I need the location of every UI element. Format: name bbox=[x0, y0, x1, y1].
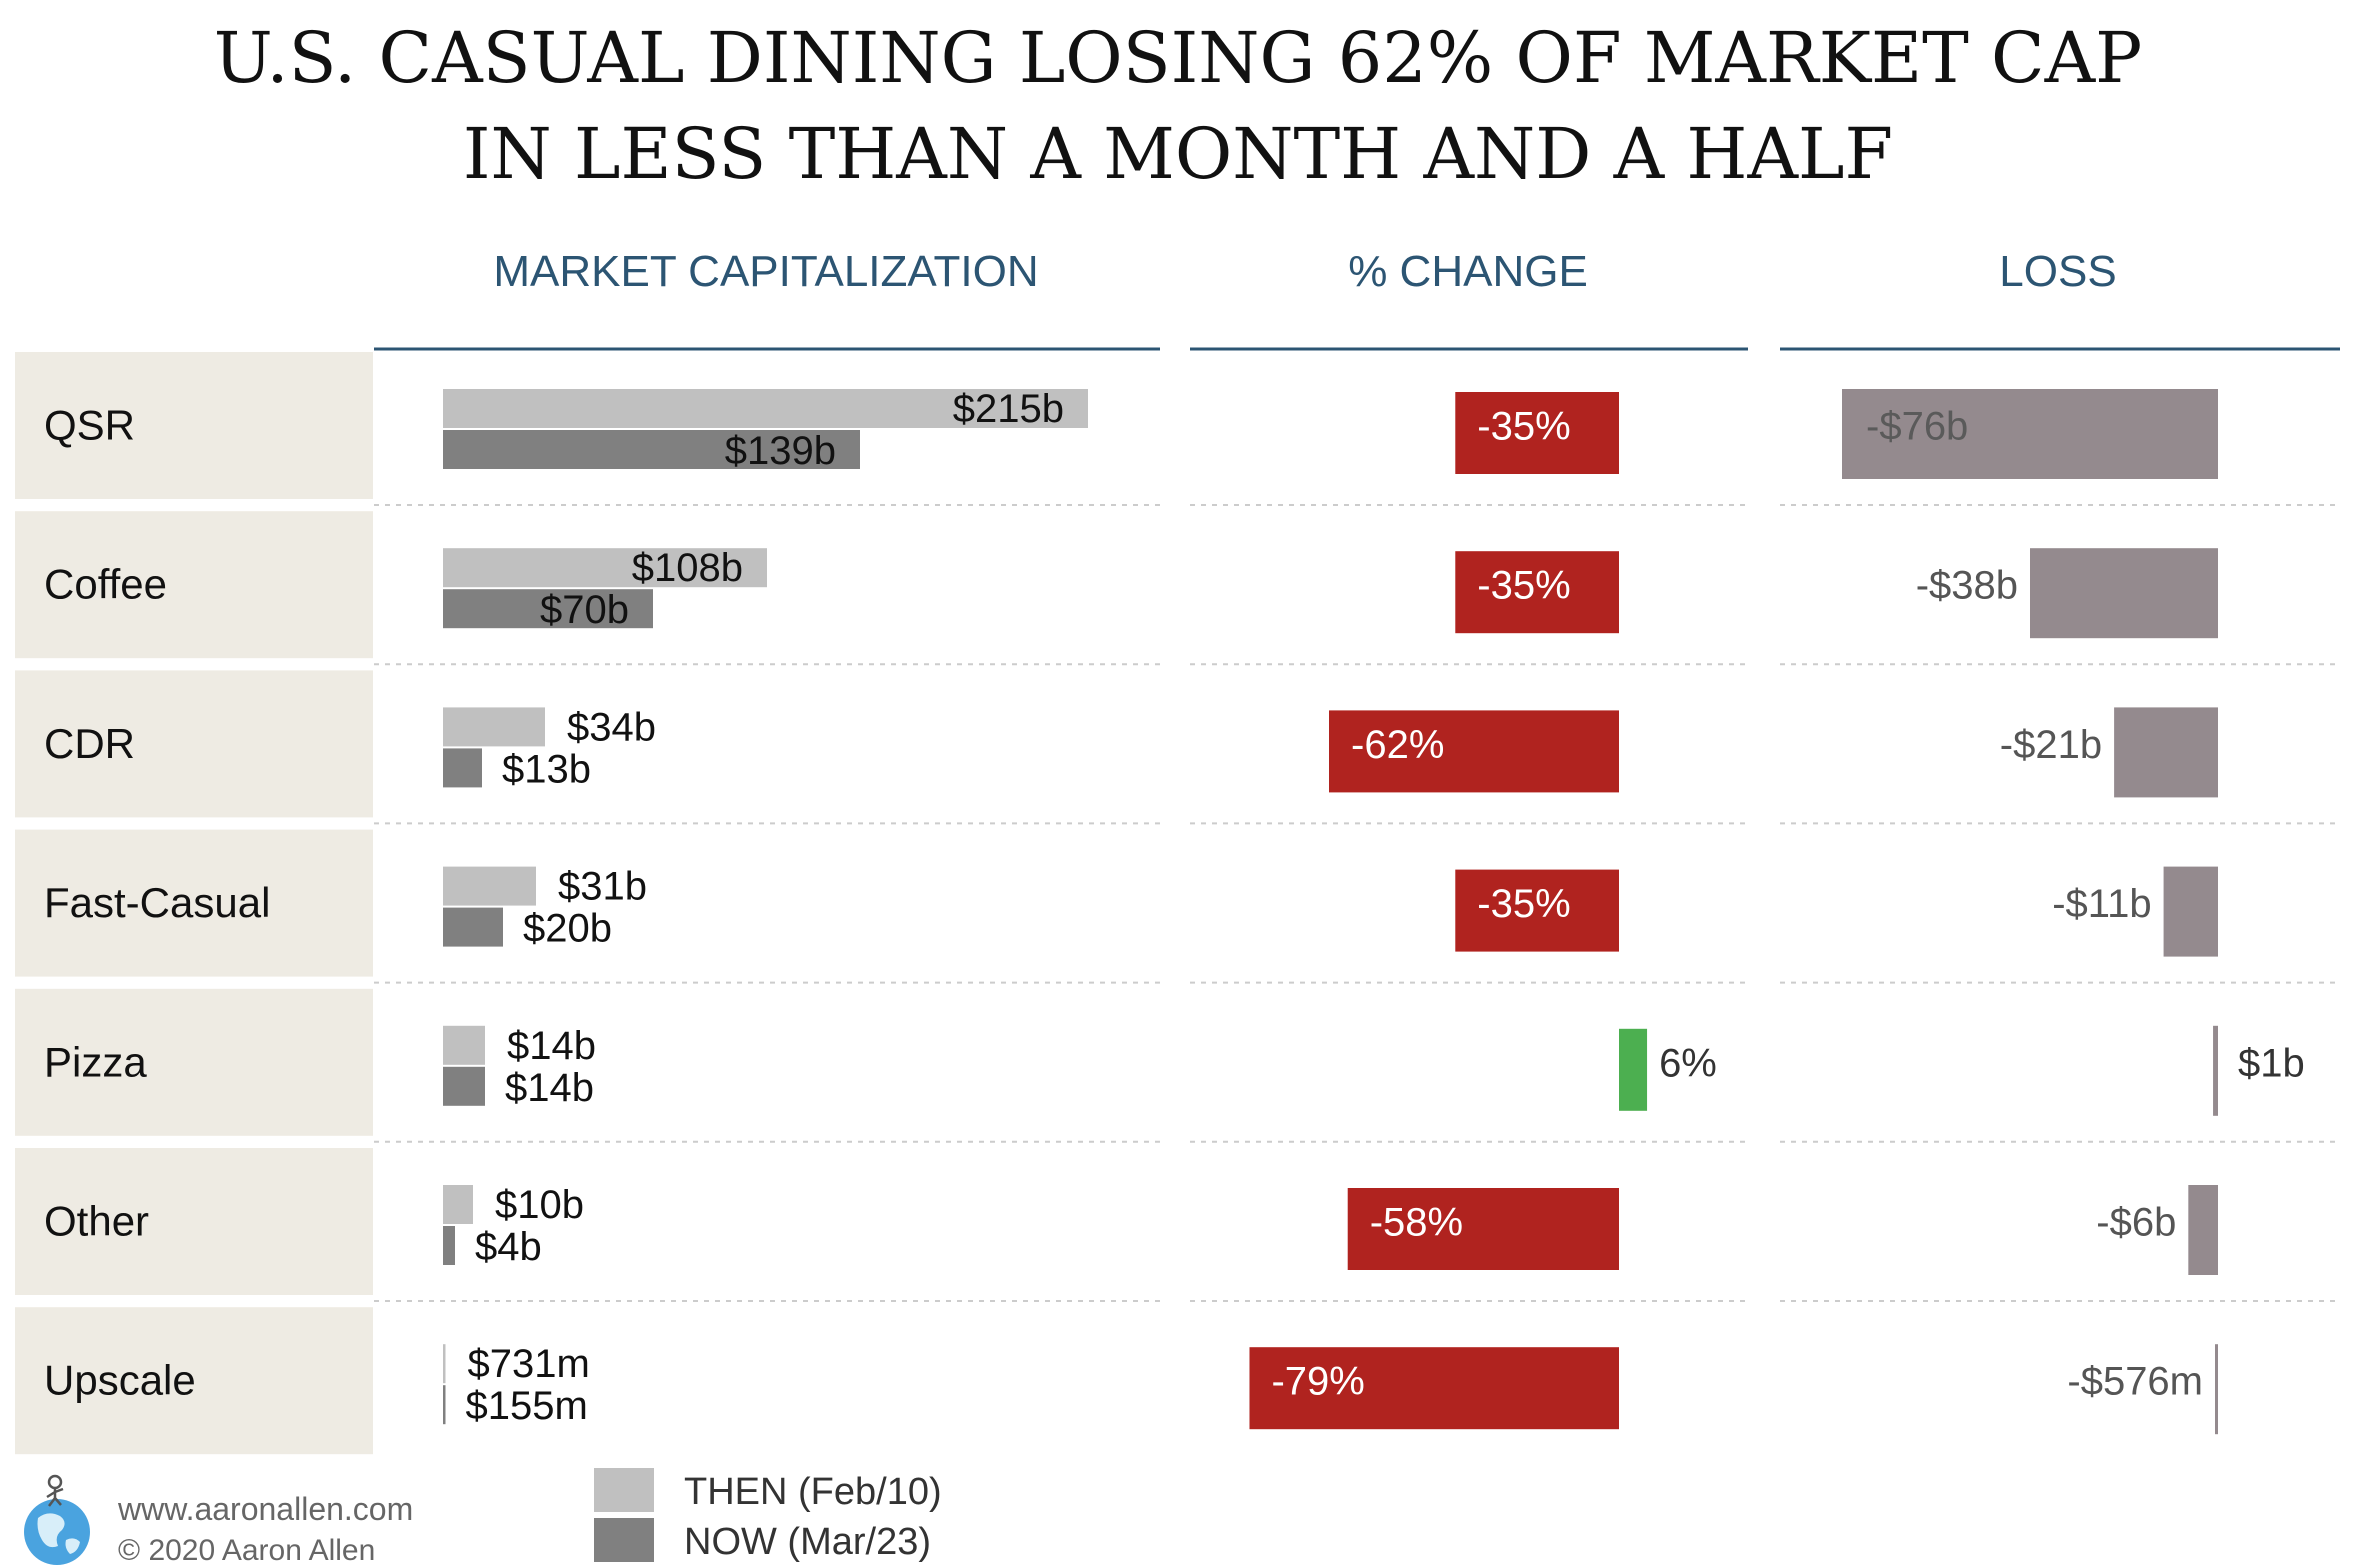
loss-bar-upscale bbox=[2215, 1344, 2218, 1435]
category-band-upscale bbox=[15, 1307, 373, 1455]
loss-label-other: -$6b bbox=[2096, 1201, 2176, 1245]
label-now-cdr: $13b bbox=[502, 747, 591, 791]
label-now-upscale: $155m bbox=[466, 1384, 588, 1428]
label-then-coffee: $108b bbox=[632, 546, 743, 590]
loss-bar-pizza bbox=[2213, 1025, 2218, 1116]
bar-then-pizza bbox=[443, 1025, 485, 1065]
category-label-pizza: Pizza bbox=[44, 1038, 147, 1085]
pct-bar-upscale bbox=[1249, 1347, 1619, 1430]
legend-swatch-then bbox=[594, 1468, 654, 1512]
pct-label-fast-casual: -35% bbox=[1477, 882, 1570, 926]
bar-then-cdr bbox=[443, 707, 545, 747]
globe-logo-icon bbox=[24, 1474, 90, 1565]
pct-label-other: -58% bbox=[1370, 1201, 1463, 1245]
loss-bar-fast-casual bbox=[2163, 866, 2218, 957]
label-then-upscale: $731m bbox=[468, 1342, 590, 1386]
bar-then-fast-casual bbox=[443, 866, 536, 906]
loss-label-coffee: -$38b bbox=[1916, 564, 2018, 608]
bar-now-fast-casual bbox=[443, 907, 503, 947]
category-label-qsr: QSR bbox=[44, 402, 135, 449]
category-band-pizza bbox=[15, 988, 373, 1136]
loss-label-pizza: $1b bbox=[2238, 1041, 2305, 1085]
header-market-cap: MARKET CAPITALIZATION bbox=[493, 247, 1038, 296]
bar-then-coffee bbox=[443, 548, 767, 588]
bar-now-upscale bbox=[443, 1385, 446, 1425]
pct-bar-fast-casual bbox=[1455, 869, 1619, 952]
header-pct-change: % CHANGE bbox=[1348, 247, 1588, 296]
category-band-cdr bbox=[15, 670, 373, 818]
pct-label-pizza: 6% bbox=[1659, 1041, 1717, 1085]
chart-title-line-1: U.S. CASUAL DINING LOSING 62% OF MARKET … bbox=[214, 17, 2143, 99]
bar-now-other bbox=[443, 1226, 455, 1265]
pct-bar-pizza bbox=[1619, 1028, 1648, 1111]
bar-now-pizza bbox=[443, 1066, 485, 1106]
bar-then-upscale bbox=[443, 1344, 446, 1384]
bar-then-qsr bbox=[443, 389, 1088, 428]
legend-label-now: NOW (Mar/23) bbox=[684, 1521, 931, 1563]
label-then-cdr: $34b bbox=[567, 705, 656, 749]
category-label-upscale: Upscale bbox=[44, 1357, 196, 1404]
footer-website: www.aaronallen.com bbox=[117, 1491, 413, 1527]
pct-bar-cdr bbox=[1329, 710, 1619, 793]
legend-swatch-now bbox=[594, 1518, 654, 1562]
label-then-fast-casual: $31b bbox=[558, 865, 647, 909]
category-label-other: Other bbox=[44, 1198, 149, 1245]
pct-label-cdr: -62% bbox=[1351, 723, 1444, 767]
category-label-coffee: Coffee bbox=[44, 561, 167, 608]
loss-label-cdr: -$21b bbox=[2000, 723, 2102, 767]
bar-now-qsr bbox=[443, 430, 860, 469]
label-now-coffee: $70b bbox=[540, 588, 629, 632]
loss-bar-cdr bbox=[2114, 707, 2218, 798]
label-now-pizza: $14b bbox=[505, 1066, 594, 1110]
pct-bar-coffee bbox=[1455, 551, 1619, 634]
label-now-qsr: $139b bbox=[725, 429, 836, 473]
legend-label-then: THEN (Feb/10) bbox=[684, 1471, 942, 1513]
pct-bar-qsr bbox=[1455, 392, 1619, 474]
category-band-qsr bbox=[15, 352, 373, 499]
loss-label-fast-casual: -$11b bbox=[2052, 882, 2151, 926]
pct-label-coffee: -35% bbox=[1477, 564, 1570, 608]
header-loss: LOSS bbox=[1999, 247, 2116, 296]
category-label-cdr: CDR bbox=[44, 720, 135, 767]
category-band-other bbox=[15, 1148, 373, 1295]
bar-then-other bbox=[443, 1185, 473, 1224]
loss-label-upscale: -$576m bbox=[2067, 1360, 2203, 1404]
bar-now-coffee bbox=[443, 589, 653, 629]
bar-now-cdr bbox=[443, 748, 482, 788]
label-then-qsr: $215b bbox=[953, 387, 1064, 431]
loss-bar-coffee bbox=[2030, 548, 2218, 639]
chart-title-line-2: IN LESS THAN A MONTH AND A HALF bbox=[463, 113, 1893, 195]
category-band-coffee bbox=[15, 511, 373, 659]
category-band-fast-casual bbox=[15, 829, 373, 977]
loss-label-qsr: -$76b bbox=[1866, 405, 1968, 449]
label-then-pizza: $14b bbox=[507, 1024, 596, 1068]
category-label-fast-casual: Fast-Casual bbox=[44, 879, 270, 926]
label-now-fast-casual: $20b bbox=[523, 907, 612, 951]
label-now-other: $4b bbox=[475, 1225, 542, 1269]
loss-bar-qsr bbox=[1842, 389, 2218, 479]
pct-label-qsr: -35% bbox=[1477, 405, 1570, 449]
loss-bar-other bbox=[2188, 1185, 2218, 1275]
label-then-other: $10b bbox=[495, 1183, 584, 1227]
footer-copyright: © 2020 Aaron Allen bbox=[118, 1534, 375, 1566]
pct-bar-other bbox=[1347, 1188, 1619, 1270]
chart-rows: QSR $215b $139b -35% -$76b Coffee $108b$70b -35… bbox=[15, 352, 2340, 1455]
pct-label-upscale: -79% bbox=[1271, 1360, 1364, 1404]
